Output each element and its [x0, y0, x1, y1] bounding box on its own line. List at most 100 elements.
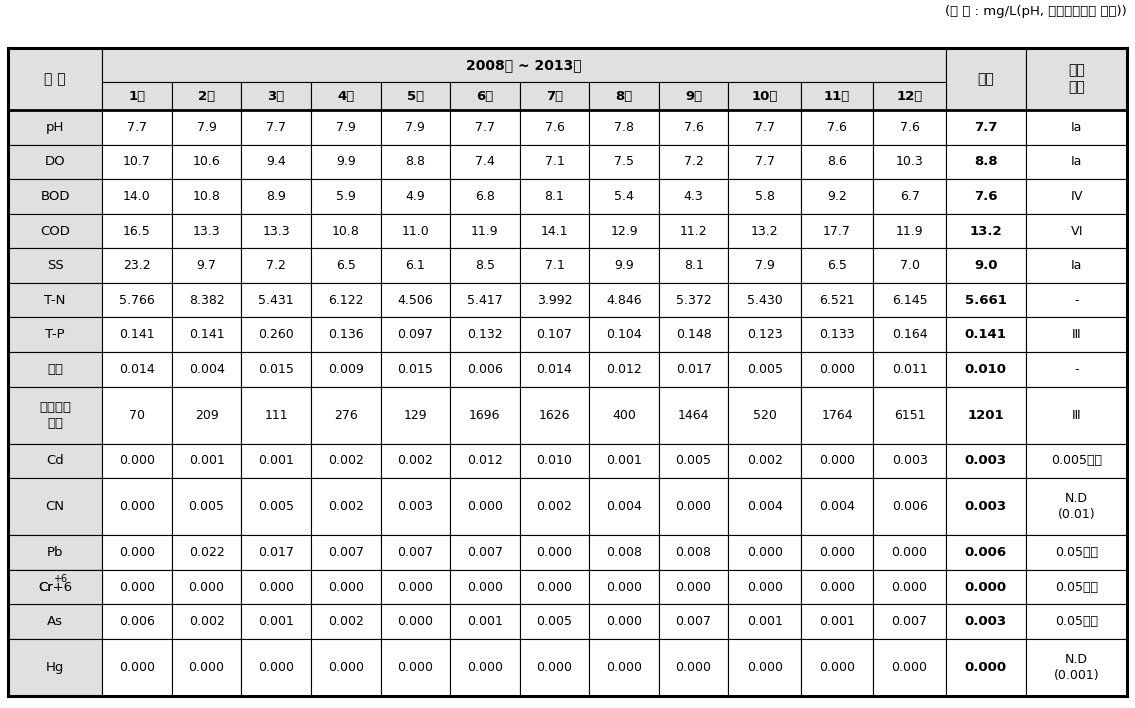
Bar [311, 110, 380, 144]
Text: 7.4: 7.4 [474, 155, 495, 169]
Text: -: - [1074, 294, 1078, 307]
Bar [589, 570, 658, 605]
Bar [242, 352, 311, 387]
Text: 8.382: 8.382 [188, 294, 225, 307]
Text: 23.2: 23.2 [124, 259, 151, 272]
Text: 0.015: 0.015 [397, 362, 434, 376]
Text: 0.003: 0.003 [965, 615, 1007, 628]
Text: N.D
(0.001): N.D (0.001) [1053, 653, 1099, 682]
Text: 5.372: 5.372 [675, 294, 712, 307]
Bar [1026, 639, 1127, 696]
Text: CN: CN [45, 501, 65, 513]
Text: 3.992: 3.992 [537, 294, 572, 307]
Text: 7.7: 7.7 [974, 121, 998, 134]
Bar [1026, 535, 1127, 570]
Text: 11.0: 11.0 [402, 224, 429, 237]
Bar [520, 605, 589, 639]
Text: Ⅰa: Ⅰa [1070, 259, 1082, 272]
Text: 5월: 5월 [406, 89, 423, 103]
Text: 10월: 10월 [751, 89, 777, 103]
Bar [1026, 214, 1127, 249]
Bar [589, 283, 658, 317]
Bar [311, 387, 380, 444]
Text: 5.417: 5.417 [466, 294, 503, 307]
Bar [242, 283, 311, 317]
Bar [658, 639, 729, 696]
Bar [873, 283, 945, 317]
Bar [729, 570, 801, 605]
Text: T-N: T-N [44, 294, 66, 307]
Bar [589, 444, 658, 478]
Bar [171, 179, 242, 214]
Bar [729, 444, 801, 478]
Bar [311, 249, 380, 283]
Text: 0.000: 0.000 [606, 615, 642, 628]
Text: 17.7: 17.7 [823, 224, 851, 237]
Bar [589, 535, 658, 570]
Text: 7.6: 7.6 [974, 190, 998, 203]
Text: 12.9: 12.9 [611, 224, 638, 237]
Text: 6.122: 6.122 [328, 294, 363, 307]
Bar [945, 214, 1026, 249]
Text: 5.8: 5.8 [755, 190, 774, 203]
Text: 0.000: 0.000 [675, 501, 712, 513]
Text: 0.004: 0.004 [606, 501, 642, 513]
Text: 0.002: 0.002 [328, 501, 363, 513]
Text: 환경
기준: 환경 기준 [1068, 63, 1085, 95]
Bar [451, 478, 520, 535]
Bar [729, 249, 801, 283]
Bar [311, 605, 380, 639]
Bar [801, 214, 873, 249]
Bar [520, 214, 589, 249]
Text: 8.8: 8.8 [405, 155, 426, 169]
Bar [658, 387, 729, 444]
Bar [171, 352, 242, 387]
Bar [171, 249, 242, 283]
Text: 7.5: 7.5 [614, 155, 634, 169]
Text: 13.3: 13.3 [262, 224, 289, 237]
Text: 0.008: 0.008 [675, 546, 712, 559]
Text: 1764: 1764 [822, 409, 852, 421]
Text: 0.000: 0.000 [892, 581, 927, 593]
Bar [171, 283, 242, 317]
Bar [451, 444, 520, 478]
Text: 0.005: 0.005 [188, 501, 225, 513]
Text: 0.001: 0.001 [259, 615, 294, 628]
Text: As: As [48, 615, 64, 628]
Bar [380, 478, 451, 535]
Text: 5.431: 5.431 [259, 294, 294, 307]
Text: 1월: 1월 [128, 89, 145, 103]
Bar [589, 110, 658, 144]
Bar [171, 387, 242, 444]
Text: 0.000: 0.000 [747, 546, 783, 559]
Text: 1626: 1626 [539, 409, 570, 421]
Text: 11.2: 11.2 [680, 224, 707, 237]
Bar [8, 249, 102, 283]
Bar [729, 283, 801, 317]
Bar [242, 144, 311, 179]
Bar [801, 605, 873, 639]
Text: Ⅰa: Ⅰa [1070, 121, 1082, 134]
Text: 0.002: 0.002 [397, 455, 434, 467]
Text: 7월: 7월 [546, 89, 563, 103]
Bar [520, 387, 589, 444]
Text: 520: 520 [753, 409, 776, 421]
Text: 0.000: 0.000 [258, 661, 294, 674]
Bar [589, 352, 658, 387]
Text: 0.132: 0.132 [468, 329, 503, 341]
Text: 0.260: 0.260 [259, 329, 294, 341]
Text: 0.004: 0.004 [819, 501, 855, 513]
Bar [242, 478, 311, 535]
Text: 5.661: 5.661 [965, 294, 1007, 307]
Text: 0.000: 0.000 [675, 581, 712, 593]
Text: 0.107: 0.107 [537, 329, 572, 341]
Text: 0.000: 0.000 [188, 661, 225, 674]
Bar [801, 144, 873, 179]
Text: 6151: 6151 [893, 409, 925, 421]
Bar [873, 478, 945, 535]
Bar [873, 110, 945, 144]
Text: 0.000: 0.000 [892, 546, 927, 559]
Text: 8.5: 8.5 [474, 259, 495, 272]
Bar [873, 352, 945, 387]
Text: 9.7: 9.7 [196, 259, 217, 272]
